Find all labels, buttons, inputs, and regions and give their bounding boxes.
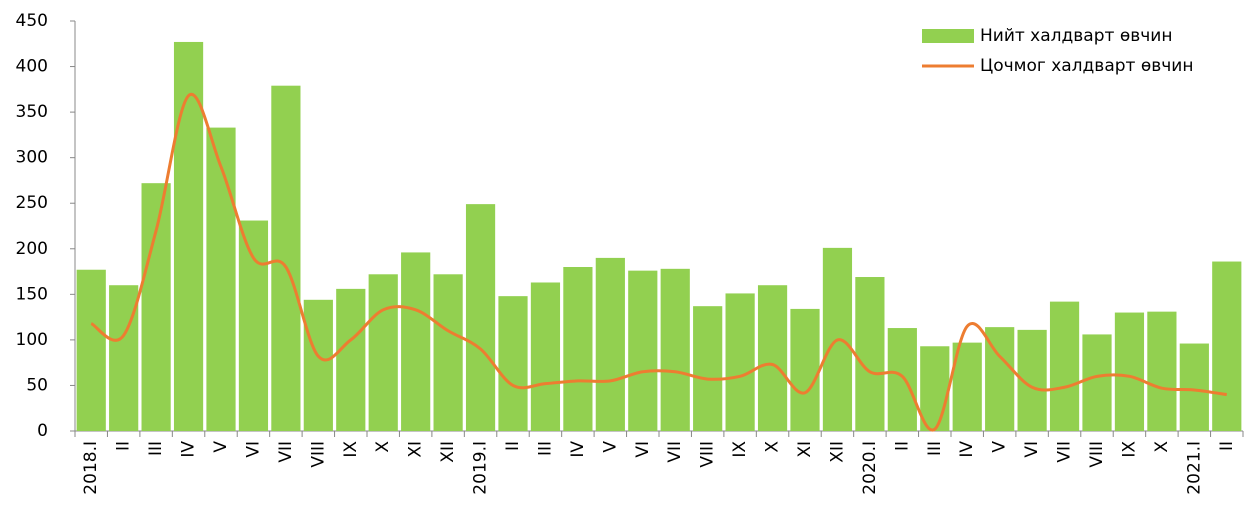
x-tick-label: II (1217, 441, 1237, 451)
x-tick-label: X (1152, 441, 1172, 453)
bar (76, 269, 106, 431)
x-tick-label: IX (341, 441, 361, 458)
y-tick-label: 200 (16, 239, 48, 259)
x-tick-label: III (535, 441, 555, 456)
x-tick-label: II (892, 441, 912, 451)
x-tick-label: IV (179, 441, 199, 458)
x-tick-label: XI (406, 441, 426, 458)
x-tick-label: IX (1119, 441, 1139, 458)
x-tick-label: V (600, 441, 620, 453)
bar (141, 183, 171, 431)
x-tick-label: III (925, 441, 945, 456)
bar (109, 285, 139, 431)
y-tick-label: 100 (16, 330, 48, 350)
x-tick-label: VIII (1087, 441, 1107, 468)
bar (660, 268, 690, 431)
bar (1082, 334, 1112, 431)
x-tick-label: X (763, 441, 783, 453)
x-tick-label: XII (438, 441, 458, 463)
x-tick-label: VI (633, 441, 653, 458)
bar (238, 220, 269, 431)
bar (530, 282, 561, 431)
x-tick-label: VIII (308, 441, 328, 468)
bar (725, 293, 755, 431)
bar (628, 270, 658, 431)
x-tick-label: XI (795, 441, 815, 458)
x-tick-label: 2020.I (860, 441, 880, 495)
bar (920, 346, 950, 431)
x-tick-label: VI (243, 441, 263, 458)
x-tick-label: 2021.I (1184, 441, 1204, 495)
y-tick-label: 350 (16, 102, 48, 122)
bar (855, 277, 885, 431)
x-tick-label: IX (730, 441, 750, 458)
bar (1212, 261, 1242, 431)
x-tick-label: XII (827, 441, 847, 463)
y-tick-label: 150 (16, 284, 48, 304)
x-tick-label: VIII (698, 441, 718, 468)
y-tick-label: 50 (26, 375, 48, 395)
bar (1114, 312, 1145, 431)
y-tick-label: 400 (16, 57, 48, 77)
x-tick-label: VII (665, 441, 685, 463)
x-tick-label: 2018.I (81, 441, 101, 495)
x-tick-label: V (990, 441, 1010, 453)
bar (498, 296, 528, 431)
x-tick-label: II (114, 441, 134, 451)
x-tick-label: X (373, 441, 393, 453)
bar (303, 299, 333, 431)
bar (790, 308, 820, 431)
x-tick-label: VII (1055, 441, 1075, 463)
x-tick-label: 2019.I (471, 441, 491, 495)
bar (401, 252, 431, 431)
bar (757, 285, 788, 431)
y-tick-label: 450 (16, 11, 48, 31)
x-tick-label: IV (568, 441, 588, 458)
x-tick-label: VII (276, 441, 296, 463)
legend-label: Нийт халдварт өвчин (980, 26, 1172, 46)
bar (1147, 311, 1177, 431)
bar (1049, 301, 1080, 431)
x-tick-label: IV (957, 441, 977, 458)
x-tick-label: V (211, 441, 231, 453)
bar (563, 267, 593, 431)
bar (206, 127, 236, 431)
bar (433, 274, 463, 431)
bar (595, 257, 625, 431)
y-tick-label: 250 (16, 193, 48, 213)
bar (465, 204, 496, 431)
y-tick-label: 300 (16, 148, 48, 168)
bar (693, 306, 723, 431)
x-tick-label: II (503, 441, 523, 451)
y-tick-label: 0 (37, 421, 48, 441)
x-tick-label: III (146, 441, 166, 456)
x-tick-label: VI (1022, 441, 1042, 458)
bar (271, 85, 301, 431)
bar (887, 328, 917, 431)
bar (336, 288, 366, 431)
legend-swatch (922, 29, 974, 43)
legend-label: Цочмог халдварт өвчин (980, 56, 1193, 76)
bar (368, 274, 398, 431)
line (90, 92, 1227, 432)
bar (1179, 343, 1209, 431)
bar (173, 41, 204, 431)
